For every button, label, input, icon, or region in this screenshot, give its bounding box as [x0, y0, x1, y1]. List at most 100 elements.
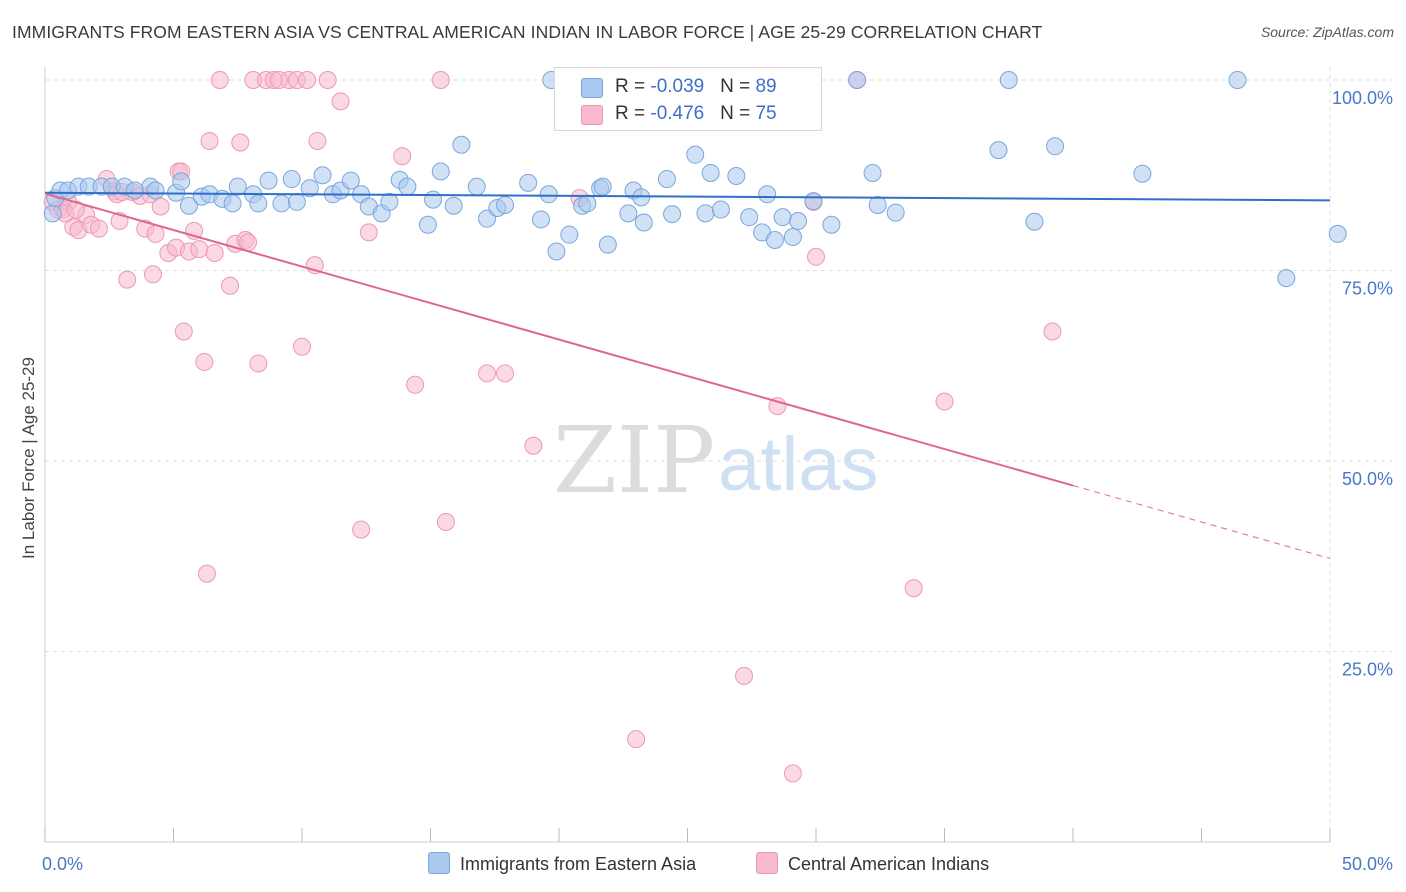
pink-point: [393, 147, 412, 166]
blue-point: [711, 200, 730, 219]
pink-point: [308, 131, 327, 150]
blue-point: [560, 225, 579, 244]
blue-point: [999, 71, 1018, 89]
blue-point: [863, 163, 882, 182]
blue-point: [1228, 71, 1247, 89]
blue-point: [1277, 269, 1296, 288]
blue-point: [398, 177, 417, 196]
pink-point: [352, 520, 371, 539]
pink-point: [249, 354, 268, 373]
blue-point: [287, 192, 306, 211]
pink-point: [197, 564, 216, 583]
pink-point: [195, 352, 214, 371]
blue-point: [783, 227, 802, 246]
blue-point: [467, 177, 486, 196]
blue-point: [765, 231, 784, 250]
blue-point: [519, 173, 538, 192]
pink-point: [221, 276, 240, 295]
legend-n-label: N =: [720, 76, 756, 97]
bottom-legend-swatch-blue: [428, 852, 450, 874]
blue-point: [452, 135, 471, 154]
correlation-legend: R = -0.039 N = 89 R = -0.476 N = 75: [554, 67, 822, 131]
blue-point: [125, 181, 144, 200]
blue-point: [727, 167, 746, 186]
watermark: ZIP atlas: [553, 407, 879, 514]
blue-point: [632, 188, 651, 207]
blue-point: [431, 162, 450, 181]
blue-point: [43, 204, 62, 223]
blue-point: [989, 141, 1008, 160]
legend-swatch-pink: [581, 105, 603, 125]
x-tick-label: 50.0%: [1342, 854, 1393, 874]
blue-point: [740, 208, 759, 227]
pink-point: [190, 240, 209, 259]
bottom-legend-item-pink[interactable]: Central American Indians: [756, 852, 989, 875]
legend-swatch-blue: [581, 78, 603, 98]
blue-point: [789, 211, 808, 230]
tick-labels: 25.0% 50.0% 75.0% 100.0% 0.0% 50.0%: [42, 88, 1393, 874]
pink-point: [66, 200, 85, 219]
pink-point: [174, 322, 193, 341]
chart-title: IMMIGRANTS FROM EASTERN ASIA VS CENTRAL …: [12, 22, 1043, 42]
bottom-legend-item-blue[interactable]: Immigrants from Eastern Asia: [428, 852, 696, 875]
legend-r-value: -0.476: [650, 103, 705, 124]
blue-point: [804, 192, 823, 211]
pink-point: [431, 71, 450, 89]
blue-point: [282, 170, 301, 189]
blue-point: [634, 213, 653, 232]
axes: [44, 67, 1331, 843]
pink-point: [331, 92, 350, 111]
pink-point: [436, 512, 455, 531]
y-tick-label: 50.0%: [1342, 469, 1393, 489]
blue-point: [259, 171, 278, 190]
blue-point: [696, 204, 715, 223]
legend-n-label: N =: [720, 103, 756, 124]
pink-point: [904, 579, 923, 598]
pink-point: [318, 71, 337, 89]
blue-point: [657, 170, 676, 189]
bottom-legend-swatch-pink: [756, 852, 778, 874]
pink-point: [406, 375, 425, 394]
blue-point: [868, 195, 887, 214]
pink-point: [143, 265, 162, 284]
pink-point: [935, 392, 954, 411]
trend-line-pink-dashed: [1072, 485, 1331, 560]
trend-line-blue-solid: [44, 191, 1331, 202]
y-tick-label: 25.0%: [1342, 660, 1393, 680]
blue-point: [313, 166, 332, 185]
blue-point: [179, 196, 198, 215]
blue-point: [444, 196, 463, 215]
pink-point: [524, 436, 543, 455]
blue-point: [578, 194, 597, 213]
blue-point: [1133, 164, 1152, 183]
blue-point: [758, 185, 777, 204]
pink-point: [151, 197, 170, 216]
y-tick-label: 100.0%: [1332, 88, 1393, 108]
legend-r-label: R =: [615, 103, 651, 124]
pink-point: [269, 71, 288, 89]
pink-point: [735, 666, 754, 685]
pink-point: [478, 364, 497, 383]
blue-point: [532, 210, 551, 229]
watermark-atlas: atlas: [718, 422, 879, 507]
pink-point: [807, 247, 825, 266]
pink-point: [118, 270, 137, 289]
blue-point: [272, 194, 291, 213]
blue-point: [249, 194, 268, 213]
blue-point: [418, 215, 437, 234]
blue-point: [619, 204, 638, 223]
pink-point: [210, 71, 229, 89]
blue-point: [424, 190, 443, 209]
trend-line-pink-solid: [44, 192, 1074, 487]
blue-point: [1046, 137, 1065, 156]
y-tick-label: 75.0%: [1342, 279, 1393, 299]
trend-lines: [44, 191, 1331, 560]
pink-point: [783, 764, 802, 783]
pink-point: [200, 131, 219, 150]
blue-point: [663, 205, 682, 224]
pink-point: [627, 730, 646, 749]
legend-r-label: R =: [615, 76, 651, 97]
source-label: Source: ZipAtlas.com: [1260, 24, 1394, 40]
pink-point: [89, 219, 108, 238]
blue-point: [701, 163, 720, 182]
